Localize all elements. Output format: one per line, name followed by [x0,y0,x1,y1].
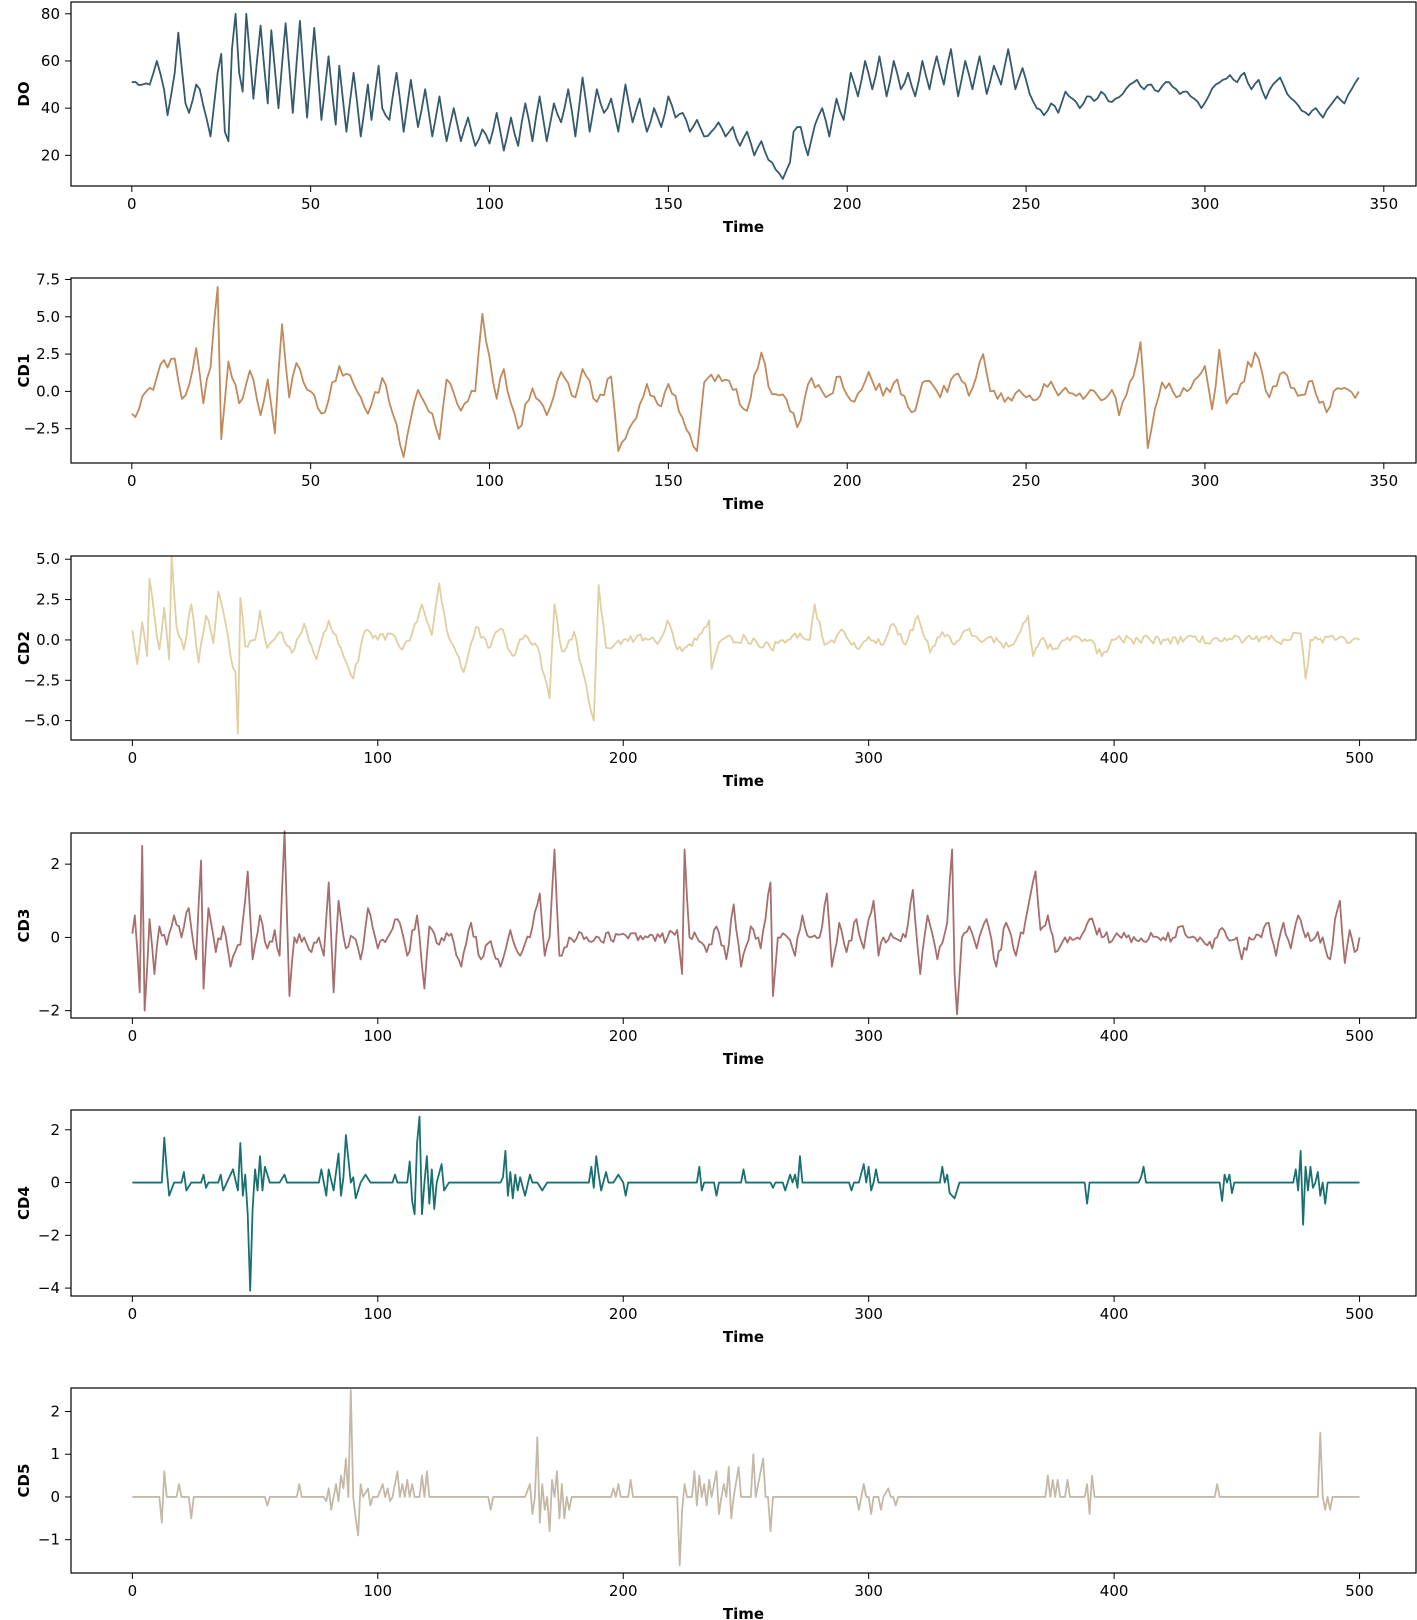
series-line-cd3 [131,830,1361,1016]
y-tick-label: 7.5 [36,270,60,288]
x-tick-label: 350 [1369,472,1398,490]
y-axis-label: CD3 [15,909,33,943]
x-tick-label: 0 [128,749,138,767]
x-tick-label: 250 [1012,472,1041,490]
x-tick-label: 500 [1345,1582,1374,1600]
x-tick-label: 100 [363,1305,392,1323]
axes-frame [70,277,1417,464]
x-tick-label: 0 [128,1582,138,1600]
x-tick-label: 200 [833,472,862,490]
x-tick-label: 400 [1100,1027,1129,1045]
series-line-do [131,12,1360,180]
x-tick-label: 350 [1369,195,1398,213]
subplot-do: 0 50 100 150 200 250 300 350 20 40 60 80 Time DO [15,1,1417,236]
y-tick-label: 2.5 [36,591,60,609]
y-tick-label: −2.5 [24,671,60,689]
x-tick-label: 100 [475,472,504,490]
y-tick-label: −2.5 [24,420,60,438]
y-tick-label: 0.0 [36,631,60,649]
x-tick-label: 500 [1345,1027,1374,1045]
y-tick-label: 0.0 [36,382,60,400]
x-tick-label: 0 [127,472,137,490]
x-tick-label: 300 [1191,195,1220,213]
y-tick-label: 0 [50,928,60,946]
axes-frame [70,1,1417,187]
y-tick-label: 20 [41,146,60,164]
subplot-cd2: 0 100 200 300 400 500 −5.0 −2.5 0.0 2.5 5.0 Time CD2 [15,550,1417,790]
x-tick-label: 300 [854,1305,883,1323]
y-tick-label: −2 [38,1226,60,1244]
x-tick-label: 300 [854,1027,883,1045]
x-tick-label: 200 [609,1582,638,1600]
x-tick-label: 100 [363,749,392,767]
x-tick-label: 150 [654,195,683,213]
x-axis-label: Time [723,1050,764,1068]
y-tick-label: 60 [41,52,60,70]
x-tick-label: 100 [475,195,504,213]
x-tick-label: 300 [854,749,883,767]
axes-frame [70,832,1417,1019]
y-axis-label: CD1 [15,354,33,388]
x-axis-label: Time [723,218,764,236]
x-tick-label: 200 [609,749,638,767]
x-tick-label: 400 [1100,1305,1129,1323]
subplot-cd5: 0 100 200 300 400 500 −1 0 1 2 Time CD5 [15,1387,1417,1620]
x-tick-label: 50 [301,195,320,213]
x-tick-label: 500 [1345,1305,1374,1323]
x-axis-label: Time [723,772,764,790]
x-tick-label: 100 [363,1027,392,1045]
axes-frame [70,555,1417,741]
y-tick-label: −1 [38,1531,60,1549]
y-tick-label: 2.5 [36,345,60,363]
series-line-cd2 [131,555,1361,735]
y-axis-label: DO [15,81,33,106]
axes-frame [70,1387,1417,1574]
subplot-cd4: 0 100 200 300 400 500 −4 −2 0 2 Time CD4 [15,1109,1417,1346]
y-axis-label: CD5 [15,1464,33,1498]
x-tick-label: 200 [609,1305,638,1323]
y-tick-label: 80 [41,5,60,23]
x-axis-label: Time [723,495,764,513]
x-tick-label: 500 [1345,749,1374,767]
x-tick-label: 150 [654,472,683,490]
y-axis-label: CD2 [15,631,33,665]
y-tick-label: 0 [50,1174,60,1192]
x-axis-label: Time [723,1328,764,1346]
series-line-cd5 [132,1389,1360,1567]
y-tick-label: 5.0 [36,308,60,326]
y-tick-label: 40 [41,99,60,117]
y-tick-label: 2 [50,855,60,873]
x-tick-label: 400 [1100,749,1129,767]
x-tick-label: 200 [833,195,862,213]
y-tick-label: 2 [50,1402,60,1420]
x-tick-label: 300 [854,1582,883,1600]
axes-frame [70,1109,1417,1297]
x-tick-label: 0 [128,1305,138,1323]
x-tick-label: 200 [609,1027,638,1045]
x-axis-label: Time [723,1605,764,1620]
y-tick-label: −5.0 [24,712,60,730]
x-tick-label: 0 [128,1027,138,1045]
x-tick-label: 100 [363,1582,392,1600]
y-tick-label: 5.0 [36,550,60,568]
subplot-cd3: 0 100 200 300 400 500 −2 0 2 Time CD3 [15,830,1417,1068]
y-axis-label: CD4 [15,1186,33,1220]
y-tick-label: 0 [50,1488,60,1506]
x-tick-label: 250 [1012,195,1041,213]
x-tick-label: 300 [1191,472,1220,490]
y-tick-label: 2 [50,1121,60,1139]
y-tick-label: −4 [38,1279,60,1297]
series-line-cd4 [132,1115,1360,1292]
subplot-cd1: 0 50 100 150 200 250 300 350 −2.5 0.0 2.5 5.0 7.5 Tim… [15,270,1417,513]
y-tick-label: −2 [38,1002,60,1020]
x-tick-label: 400 [1100,1582,1129,1600]
x-tick-label: 50 [301,472,320,490]
y-tick-label: 1 [50,1445,60,1463]
series-line-cd1 [131,286,1360,458]
x-tick-label: 0 [127,195,137,213]
